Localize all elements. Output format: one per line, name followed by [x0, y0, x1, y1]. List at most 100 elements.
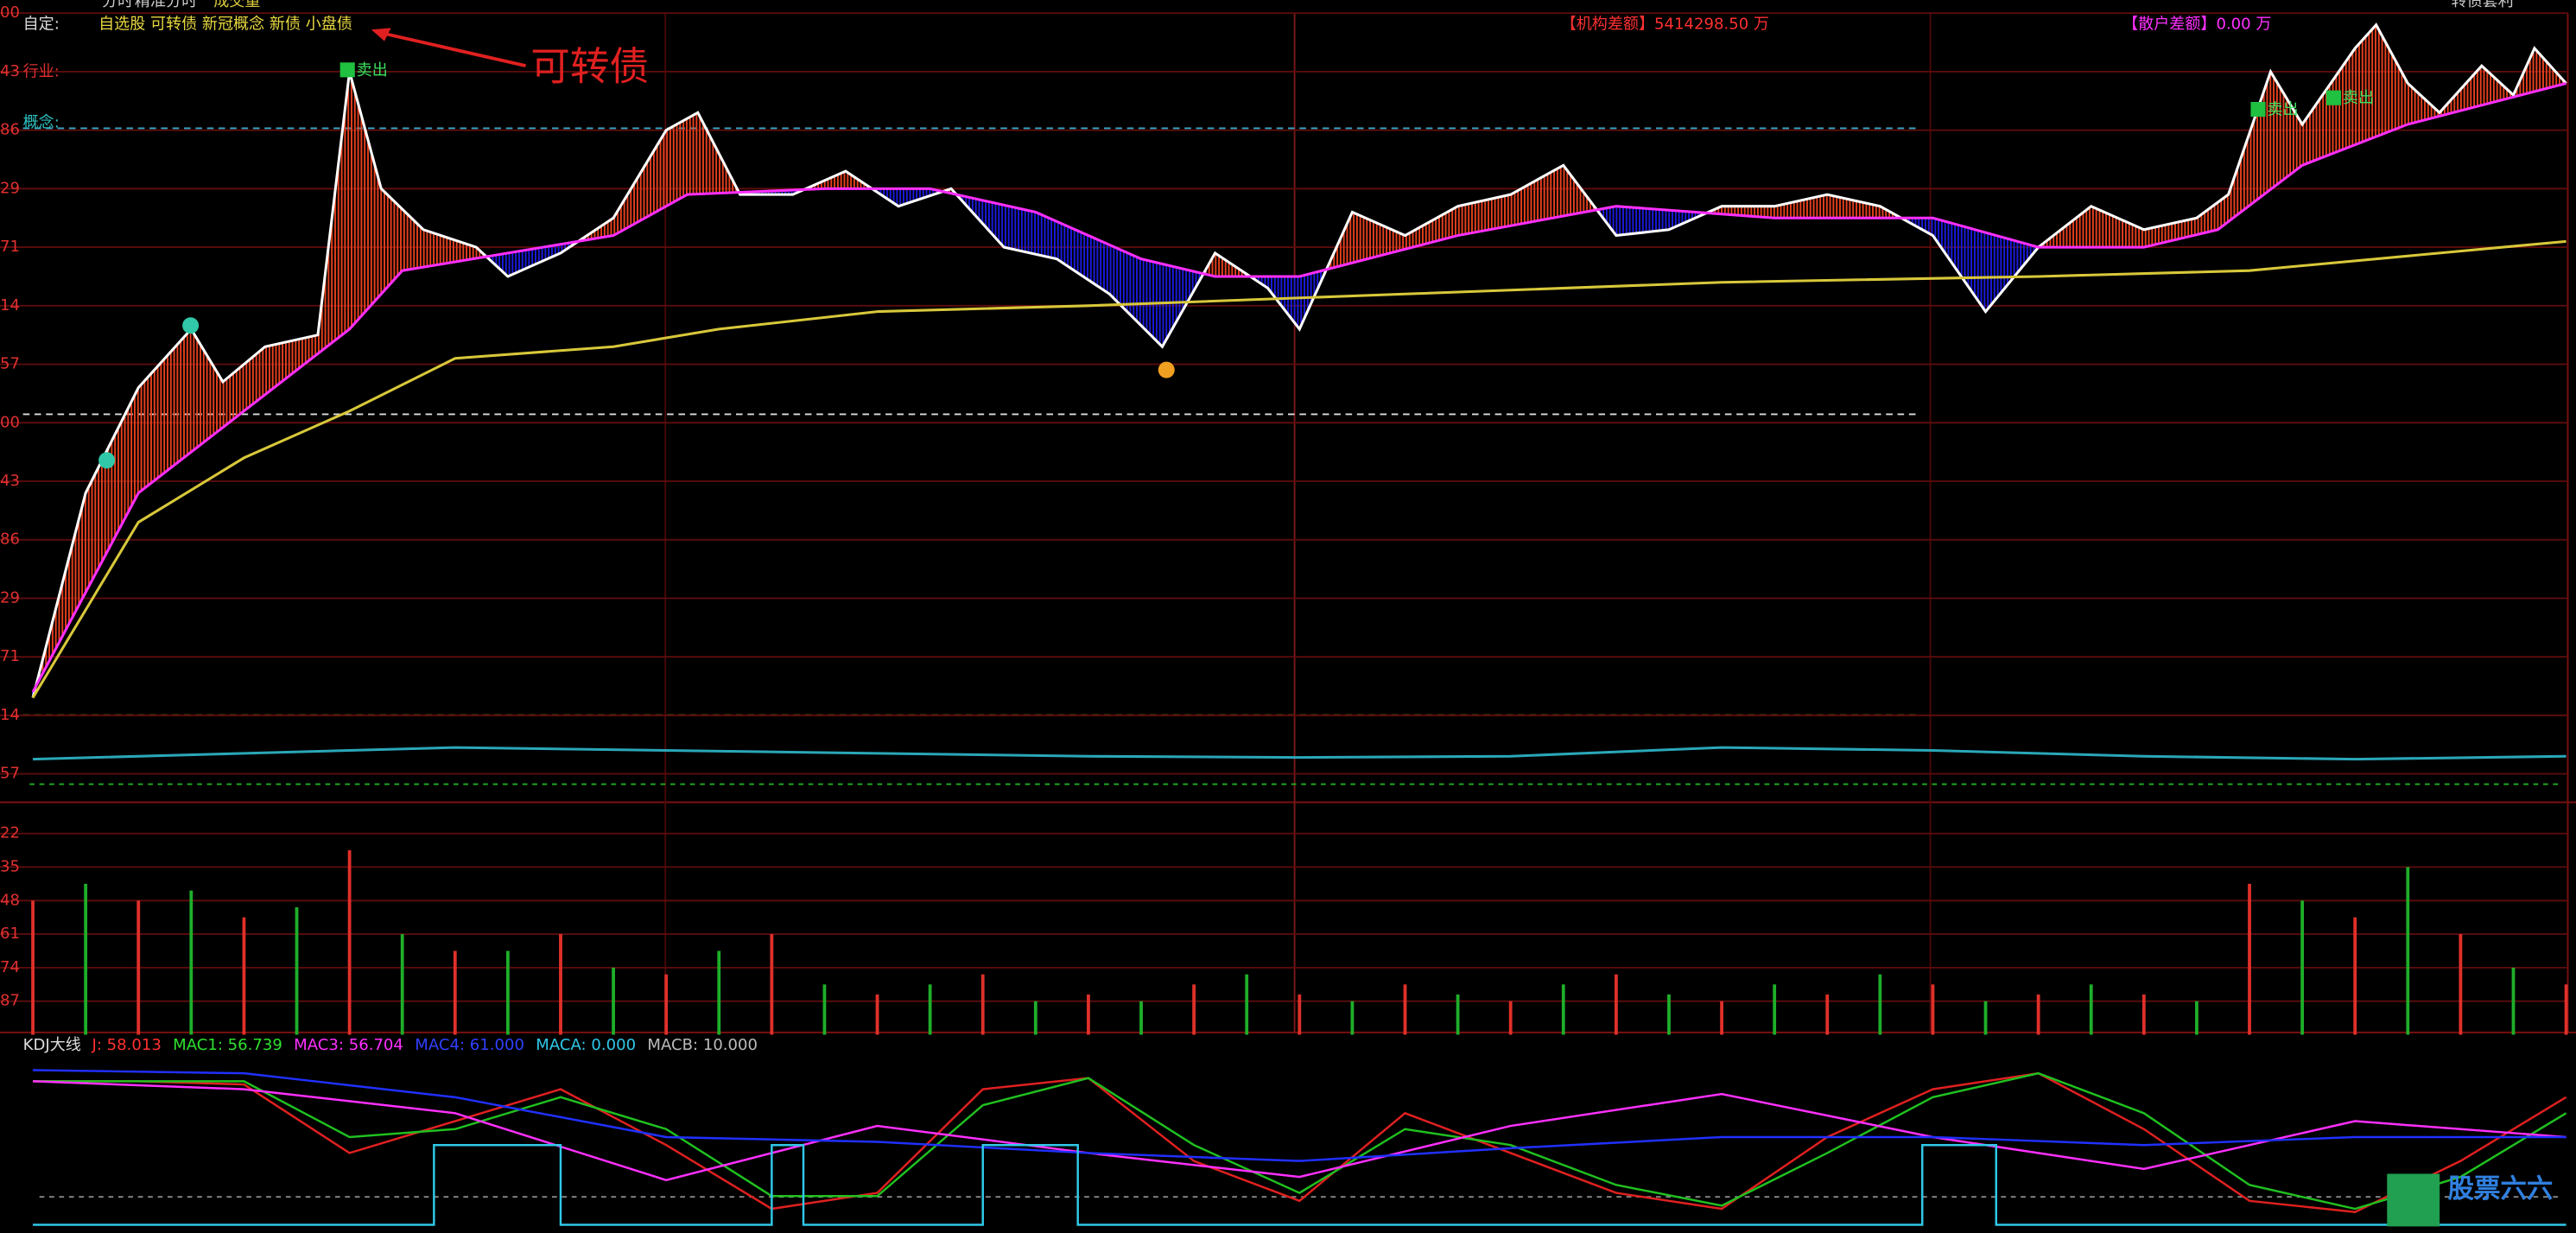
legend-entry: MAC1: 56.739 [173, 1036, 282, 1054]
volume-bar [505, 950, 510, 1035]
y-tick-label: 86 [0, 121, 20, 139]
volume-bar [2141, 994, 2146, 1035]
volume-bar [1614, 974, 1618, 1035]
volume-bar [84, 883, 88, 1035]
industry-label: 行业: [23, 63, 60, 81]
volume-bar [1720, 1001, 1723, 1035]
volume-bar [770, 934, 774, 1035]
annotation: 可转债 [530, 43, 649, 89]
volume-bar [822, 984, 827, 1035]
legend-entry: MACA: 0.000 [536, 1036, 636, 1054]
tool-label[interactable]: 转债套利 [2451, 0, 2513, 10]
series-line [33, 1071, 2567, 1211]
arrow-head [371, 28, 391, 41]
watermark: 股票六六 [2448, 1174, 2554, 1204]
volume-bar [2511, 967, 2516, 1035]
concept-label: 概念: [23, 113, 60, 132]
series-line [33, 1071, 2567, 1213]
volume-bar [1139, 1001, 1143, 1035]
y-tick-label: 43 [0, 62, 20, 80]
volume-bar [1983, 1001, 1988, 1035]
legend-entry: MACB: 10.000 [647, 1036, 758, 1054]
custom-label: 自定: [23, 16, 60, 34]
volume-bar [136, 900, 141, 1035]
sell-icon [2250, 101, 2266, 118]
volume-bar [1087, 994, 1090, 1035]
inst-diff: 【机构差额】5414298.50 万 [1561, 16, 1769, 34]
volume-bar [1508, 1001, 1513, 1035]
y-tick-label: 00 [0, 413, 20, 431]
volume-bar [612, 967, 615, 1035]
volume-bar [1350, 1001, 1355, 1035]
volume-bar [980, 974, 985, 1035]
volume-bar [559, 934, 562, 1035]
y-tick-label: 14 [0, 706, 20, 724]
volume-bar [1456, 994, 1460, 1035]
volume-bar [1403, 984, 1407, 1035]
y-tick-label: 35 [0, 857, 20, 875]
y-tick-label: 14 [0, 296, 20, 315]
sell-icon [339, 62, 355, 78]
retail-diff: 【散户差额】0.00 万 [2122, 16, 2271, 34]
y-tick-label: 43 [0, 472, 20, 490]
buy-icon [98, 452, 116, 469]
volume-bar [875, 994, 879, 1035]
signals: 卖出 卖出 卖出 [98, 61, 2374, 469]
legend-entry: MAC3: 56.704 [294, 1036, 403, 1054]
volume-bar [2089, 984, 2093, 1035]
series-line [32, 746, 2566, 761]
y-tick-label: 29 [0, 588, 20, 607]
volume-bar [1298, 994, 1302, 1035]
volume-bar [2036, 994, 2040, 1035]
volume-bar [2248, 883, 2251, 1035]
volume-bar [664, 974, 669, 1035]
volume-bar [242, 917, 246, 1035]
volume-bar [1192, 984, 1196, 1035]
tab[interactable]: 分时 [102, 0, 133, 10]
volume-bar [1931, 984, 1935, 1035]
legend-entry: J: 58.013 [92, 1036, 162, 1054]
tab[interactable]: 精准分时 [135, 0, 197, 10]
series-line [31, 82, 2566, 693]
volume-bar [189, 890, 194, 1035]
volume-bar [2564, 984, 2568, 1035]
volume-bar [1245, 974, 1249, 1035]
legend-entry: MAC4: 61.000 [415, 1036, 524, 1054]
series-line [31, 239, 2566, 699]
volume-bar [453, 950, 457, 1035]
y-tick-label: 86 [0, 531, 20, 549]
sell-signal: 卖出 [2267, 100, 2298, 118]
y-tick-label: 22 [0, 824, 20, 842]
y-tick-label: 74 [0, 958, 20, 976]
tab[interactable]: 成交量 [213, 0, 260, 10]
y-tick-label: 00 [0, 3, 20, 22]
volume-bar [1033, 1001, 1037, 1035]
series-line [32, 1080, 2566, 1182]
volume-bar [295, 907, 299, 1035]
volume-bar [31, 900, 35, 1035]
volume-bar [2406, 867, 2410, 1035]
volume-bar [2195, 1001, 2198, 1035]
volume-bar [400, 934, 404, 1035]
volume-bar [1825, 994, 1830, 1035]
y-tick-label: 29 [0, 179, 20, 197]
logo [2387, 1173, 2440, 1227]
volume-bar [928, 984, 932, 1035]
annotation-arrow [380, 31, 526, 67]
sell-signal: 卖出 [2343, 89, 2374, 107]
volume-bar [1561, 984, 1565, 1035]
volume-bar [717, 950, 721, 1035]
y-tick-label: 87 [0, 992, 20, 1010]
y-tick-label: 48 [0, 891, 20, 909]
buy-icon [182, 317, 200, 334]
volume-bar [2300, 900, 2305, 1035]
volume-bar [1773, 984, 1777, 1035]
y-tick-label: 57 [0, 355, 20, 373]
volume-bar [1878, 974, 1882, 1035]
buy-icon [1158, 361, 1175, 378]
volume-bar [2353, 917, 2357, 1035]
volume-bar [1667, 994, 1671, 1035]
